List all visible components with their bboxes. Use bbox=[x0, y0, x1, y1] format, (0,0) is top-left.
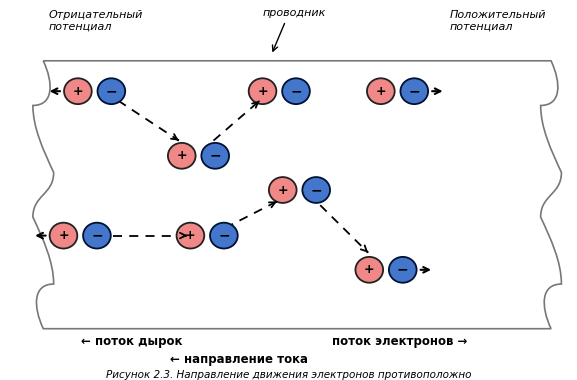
Ellipse shape bbox=[302, 177, 330, 203]
Text: Положительный
потенциал: Положительный потенциал bbox=[450, 10, 546, 31]
Text: +: + bbox=[58, 229, 69, 242]
Text: ← поток дырок: ← поток дырок bbox=[81, 336, 182, 348]
Ellipse shape bbox=[355, 257, 383, 283]
Text: ← направление тока: ← направление тока bbox=[170, 353, 308, 366]
Text: Отрицательный
потенциал: Отрицательный потенциал bbox=[49, 10, 144, 31]
Text: −: − bbox=[218, 229, 230, 242]
Ellipse shape bbox=[201, 143, 229, 169]
Text: −: − bbox=[310, 183, 322, 197]
Text: +: + bbox=[185, 229, 196, 242]
Text: +: + bbox=[257, 85, 268, 98]
Text: +: + bbox=[278, 184, 288, 196]
Text: −: − bbox=[106, 84, 117, 98]
Ellipse shape bbox=[64, 78, 92, 104]
Ellipse shape bbox=[83, 223, 111, 249]
Ellipse shape bbox=[168, 143, 196, 169]
Ellipse shape bbox=[50, 223, 77, 249]
Ellipse shape bbox=[400, 78, 428, 104]
Text: −: − bbox=[91, 229, 103, 242]
Ellipse shape bbox=[389, 257, 417, 283]
Text: −: − bbox=[409, 84, 420, 98]
Text: проводник: проводник bbox=[263, 8, 326, 17]
Ellipse shape bbox=[367, 78, 395, 104]
Text: −: − bbox=[397, 263, 409, 277]
Text: +: + bbox=[73, 85, 83, 98]
Ellipse shape bbox=[249, 78, 276, 104]
Text: Рисунок 2.3. Направление движения электронов противоположно
направлению движения: Рисунок 2.3. Направление движения электр… bbox=[106, 370, 471, 380]
Ellipse shape bbox=[210, 223, 238, 249]
Text: поток электронов →: поток электронов → bbox=[332, 336, 467, 348]
Text: +: + bbox=[376, 85, 386, 98]
Text: +: + bbox=[364, 263, 374, 276]
Ellipse shape bbox=[269, 177, 297, 203]
Text: +: + bbox=[177, 149, 187, 162]
Text: −: − bbox=[290, 84, 302, 98]
Ellipse shape bbox=[282, 78, 310, 104]
Text: −: − bbox=[209, 149, 221, 163]
Ellipse shape bbox=[98, 78, 125, 104]
PathPatch shape bbox=[33, 61, 561, 329]
Ellipse shape bbox=[177, 223, 204, 249]
